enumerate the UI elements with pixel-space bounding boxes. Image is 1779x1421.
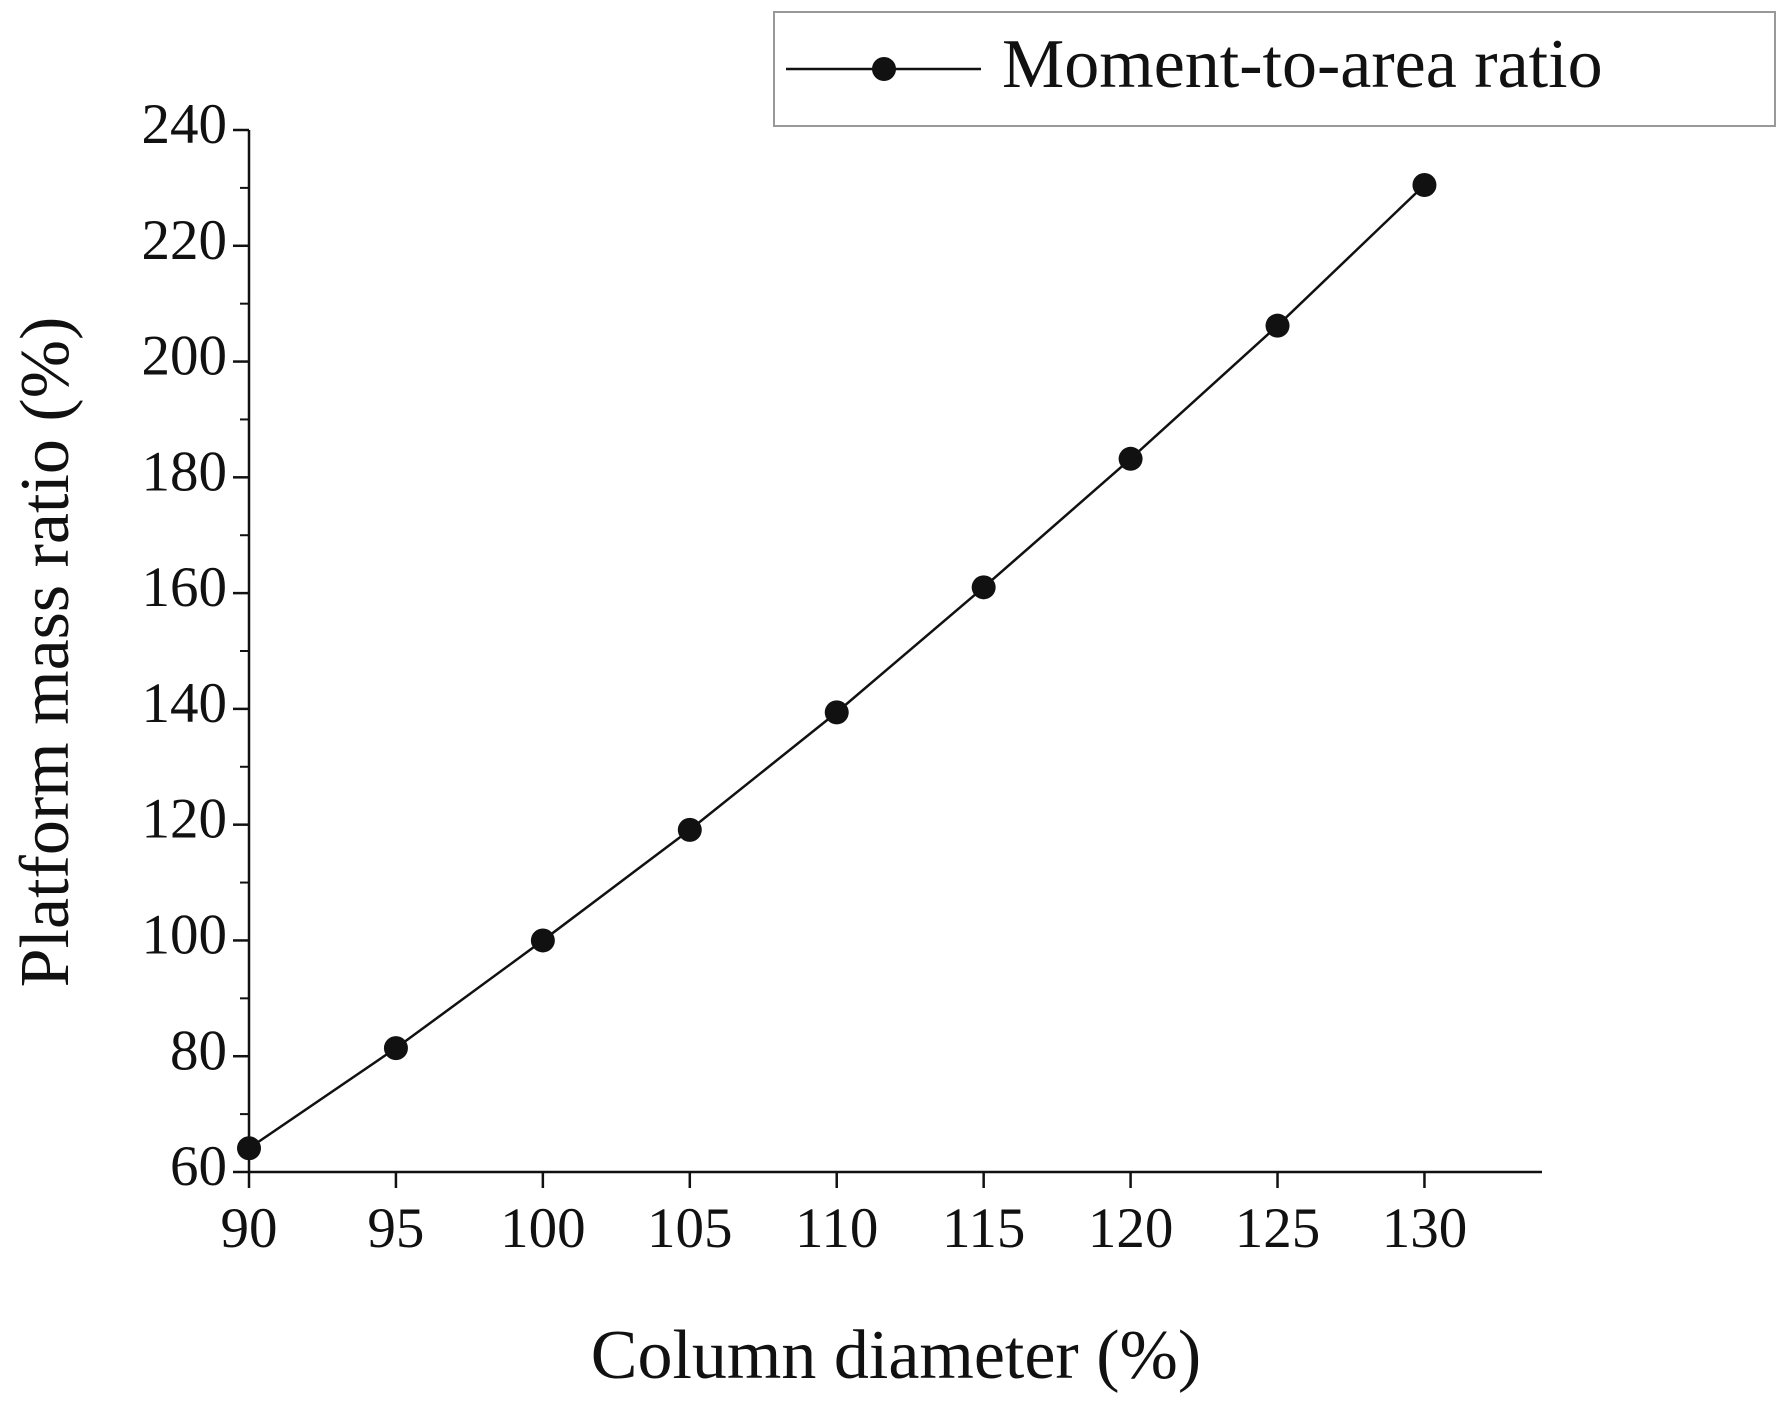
y-tick-label: 60 bbox=[170, 1135, 227, 1198]
legend-label: Moment-to-area ratio bbox=[1002, 26, 1603, 103]
y-tick-label: 120 bbox=[142, 788, 228, 851]
x-tick-label: 120 bbox=[1088, 1197, 1174, 1260]
y-tick-label: 160 bbox=[142, 556, 228, 619]
y-axis-label: Platform mass ratio (%) bbox=[7, 317, 84, 988]
x-tick-label: 95 bbox=[367, 1197, 424, 1260]
data-point bbox=[237, 1136, 261, 1161]
x-tick-label: 110 bbox=[795, 1197, 878, 1260]
y-tick-label: 80 bbox=[170, 1019, 227, 1082]
x-tick-label: 115 bbox=[942, 1197, 1025, 1260]
y-tick-label: 140 bbox=[142, 672, 228, 735]
data-point bbox=[1412, 172, 1437, 197]
data-point bbox=[1265, 313, 1290, 338]
x-tick-label: 130 bbox=[1382, 1197, 1468, 1260]
x-tick-label: 105 bbox=[647, 1197, 733, 1260]
y-tick-label: 200 bbox=[142, 325, 228, 388]
x-axis-label: Column diameter (%) bbox=[591, 1317, 1201, 1394]
x-tick-label: 100 bbox=[500, 1197, 586, 1260]
y-tick-label: 240 bbox=[142, 93, 228, 156]
data-point bbox=[1118, 446, 1143, 471]
data-point bbox=[824, 700, 849, 725]
data-point bbox=[383, 1036, 408, 1061]
data-point bbox=[677, 817, 702, 842]
data-point bbox=[971, 575, 996, 600]
x-tick-label: 125 bbox=[1235, 1197, 1321, 1260]
y-tick-label: 100 bbox=[142, 904, 228, 967]
x-tick-label: 90 bbox=[221, 1197, 278, 1260]
data-point bbox=[530, 928, 555, 953]
series-line bbox=[248, 184, 1426, 1150]
y-tick-label: 220 bbox=[142, 209, 228, 272]
legend-marker bbox=[872, 57, 896, 81]
y-tick-label: 180 bbox=[142, 440, 228, 503]
